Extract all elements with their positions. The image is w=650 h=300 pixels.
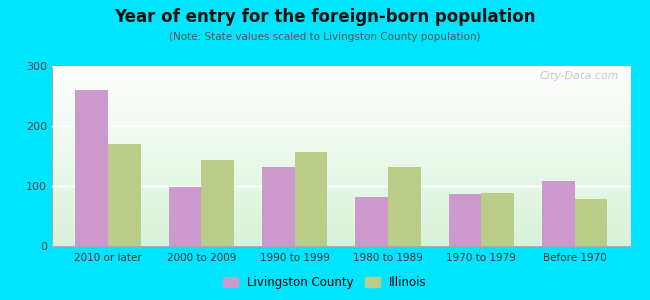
Bar [575,199,607,246]
Text: City-Data.com: City-Data.com [540,71,619,81]
Bar [356,197,388,246]
Text: (Note: State values scaled to Livingston County population): (Note: State values scaled to Livingston… [169,32,481,41]
Bar [481,193,514,246]
Bar [294,152,327,246]
Legend: Livingston County, Illinois: Livingston County, Illinois [218,272,432,294]
Bar [448,194,481,246]
Bar [388,167,421,246]
Bar [542,181,575,246]
Bar [262,167,294,246]
Bar [168,187,202,246]
Text: Year of entry for the foreign-born population: Year of entry for the foreign-born popul… [114,8,536,26]
Bar [75,90,108,246]
Bar [202,160,234,246]
Bar [108,144,140,246]
